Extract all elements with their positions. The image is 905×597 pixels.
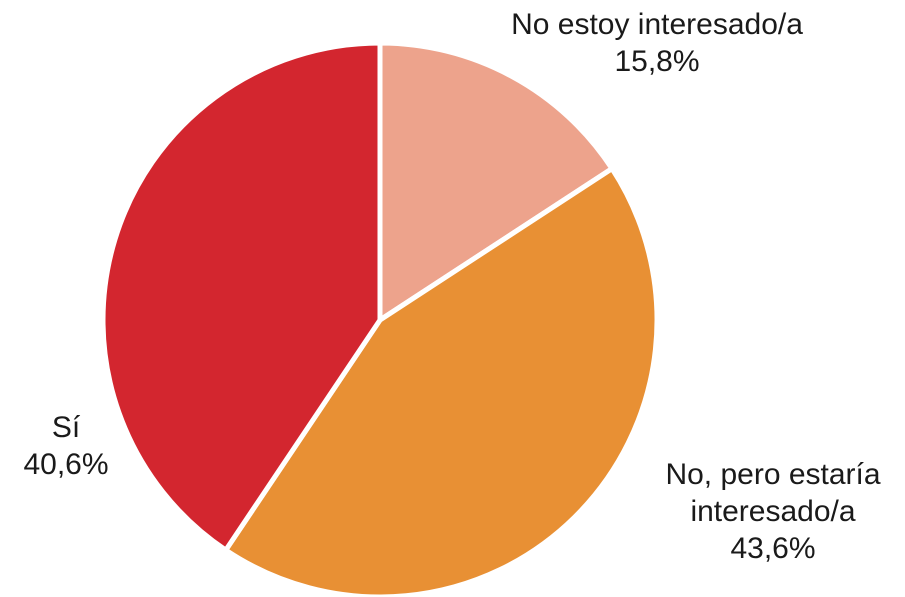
slice-label-no-pero-interesado: No, pero estaría interesado/a 43,6% bbox=[665, 458, 880, 565]
slice-category-label: interesado/a bbox=[690, 495, 855, 528]
slice-category-label: No, pero estaría bbox=[665, 458, 880, 491]
slice-label-no-interesado: No estoy interesado/a 15,8% bbox=[511, 8, 803, 78]
slice-value-label: 40,6% bbox=[23, 448, 108, 481]
slice-value-label: 15,8% bbox=[614, 45, 699, 78]
slice-category-label: Sí bbox=[52, 411, 81, 444]
pie-slices bbox=[100, 40, 660, 597]
pie-slice-no-pero-interesado bbox=[223, 166, 660, 597]
slice-category-label: No estoy interesado/a bbox=[511, 8, 803, 41]
slice-label-si: Sí 40,6% bbox=[23, 411, 108, 481]
pie-slice-si bbox=[100, 40, 383, 553]
slice-value-label: 43,6% bbox=[730, 532, 815, 565]
pie-slice-no-interesado bbox=[377, 40, 615, 323]
pie-labels: No estoy interesado/a 15,8% No, pero estar… bbox=[23, 8, 880, 565]
